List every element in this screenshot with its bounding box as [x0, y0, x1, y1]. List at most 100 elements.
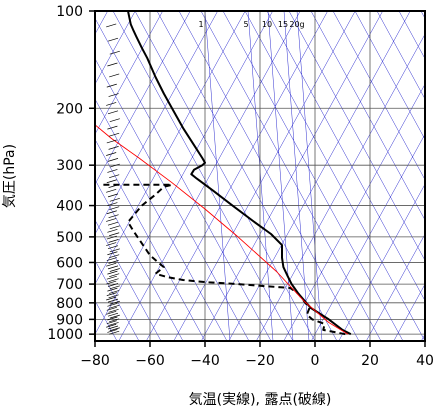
wind-barb	[107, 158, 119, 162]
dry-adiabat-line	[398, 11, 425, 60]
wind-barb	[106, 83, 117, 88]
isotherm-line	[421, 333, 425, 341]
wind-barb	[107, 245, 119, 250]
isotherm-line	[173, 11, 356, 341]
wind-barb	[109, 254, 120, 259]
isotherm-line	[95, 11, 273, 335]
wind-barb	[106, 210, 117, 215]
temperature-line	[127, 11, 352, 336]
wind-barb	[107, 316, 118, 321]
wind-barb	[107, 312, 119, 317]
dry-adiabat-line	[354, 11, 425, 140]
wind-barb	[107, 298, 119, 303]
y-tick-label: 100	[56, 4, 83, 20]
wind-barb	[108, 239, 119, 243]
wind-barb	[109, 318, 120, 323]
wind-barb	[109, 273, 120, 278]
mixing-ratio-line	[296, 11, 323, 341]
dry-adiabat-line	[112, 11, 294, 341]
y-tick-label: 800	[56, 296, 83, 312]
y-tick-label: 200	[56, 101, 83, 117]
x-tick-label: 40	[416, 353, 434, 369]
wind-barb	[107, 169, 118, 173]
wind-barb	[107, 251, 118, 256]
wind-barb	[109, 225, 120, 230]
wind-barb	[106, 275, 117, 280]
mixing-ratio-line	[267, 11, 294, 341]
x-axis-ticks: −80 −60 −40 −20 0 20 40	[80, 341, 434, 369]
x-tick-label: 20	[361, 353, 379, 369]
isotherm-line	[228, 11, 411, 341]
wind-barb	[107, 37, 119, 42]
wind-barb	[108, 93, 119, 97]
wind-barbs	[106, 11, 120, 335]
isotherm-line	[201, 11, 383, 341]
isotherm-line	[95, 11, 136, 85]
x-tick-label: 0	[311, 353, 320, 369]
dry-adiabat-line	[95, 219, 162, 341]
y-tick-label: 1000	[47, 327, 83, 343]
wind-barb	[106, 139, 117, 144]
x-tick-label: −60	[135, 353, 165, 369]
wind-barb	[109, 268, 120, 272]
dry-adiabat-line	[134, 11, 316, 341]
wind-barb	[107, 270, 118, 275]
wind-barb	[106, 310, 117, 315]
isotherm-line	[95, 11, 246, 285]
wind-barb	[108, 214, 119, 218]
y-tick-label: 600	[56, 255, 83, 271]
x-axis-title: 気温(実線), 露点(破線)	[189, 392, 332, 408]
wind-barb	[107, 283, 119, 287]
wind-barb	[106, 152, 117, 156]
wind-barb	[106, 218, 117, 222]
wind-barb	[109, 206, 120, 211]
wind-barb	[108, 278, 119, 283]
dry-adiabat-line	[95, 58, 250, 341]
wind-barb	[109, 300, 120, 305]
isotherm-line	[95, 11, 191, 185]
x-tick-label: −40	[190, 353, 220, 369]
wind-barb	[106, 188, 117, 193]
wind-barb	[107, 228, 118, 233]
dry-adiabat-line	[332, 11, 425, 181]
mixing-ratio-labels: 1 5 10 15 20g	[198, 20, 304, 29]
mixing-ratio-line	[283, 11, 310, 341]
wind-barb	[107, 302, 118, 307]
mixing-ratio-label: 10	[262, 20, 272, 29]
wind-barb	[109, 174, 120, 179]
dry-adiabat-line	[95, 17, 272, 341]
wind-barb	[109, 327, 120, 332]
parcel-line	[95, 124, 349, 335]
mixing-ratio-label: 20g	[289, 20, 304, 29]
wind-barb	[109, 290, 120, 294]
wind-barb	[106, 102, 117, 106]
wind-barb	[108, 146, 119, 150]
wind-barb	[109, 197, 120, 202]
wind-barb	[107, 265, 119, 270]
wind-barb	[107, 287, 118, 292]
gridlines	[95, 11, 425, 341]
isotherm-line	[338, 183, 425, 341]
dry-adiabat-line	[95, 98, 228, 341]
mixing-ratio-label: 5	[243, 20, 248, 29]
isotherm-line	[283, 83, 425, 341]
dry-adiabat-line	[156, 11, 338, 341]
wind-barb	[109, 50, 120, 55]
wind-barb	[107, 125, 118, 130]
wind-barb	[109, 285, 120, 290]
isotherm-line	[256, 33, 425, 341]
wind-barb	[106, 296, 117, 301]
y-tick-label: 300	[56, 158, 83, 174]
dry-adiabat-line	[200, 11, 382, 341]
y-tick-label: 400	[56, 199, 83, 215]
y-tick-label: 500	[56, 230, 83, 246]
y-axis-title: 気圧(hPa)	[2, 144, 18, 208]
mixing-ratio-line	[204, 11, 231, 341]
wind-barb	[106, 23, 117, 28]
wind-barb	[109, 248, 120, 253]
wind-barb	[107, 202, 118, 206]
dry-adiabat-line	[310, 11, 425, 221]
isotherm-line	[393, 283, 425, 341]
dry-adiabat-line	[244, 11, 425, 341]
